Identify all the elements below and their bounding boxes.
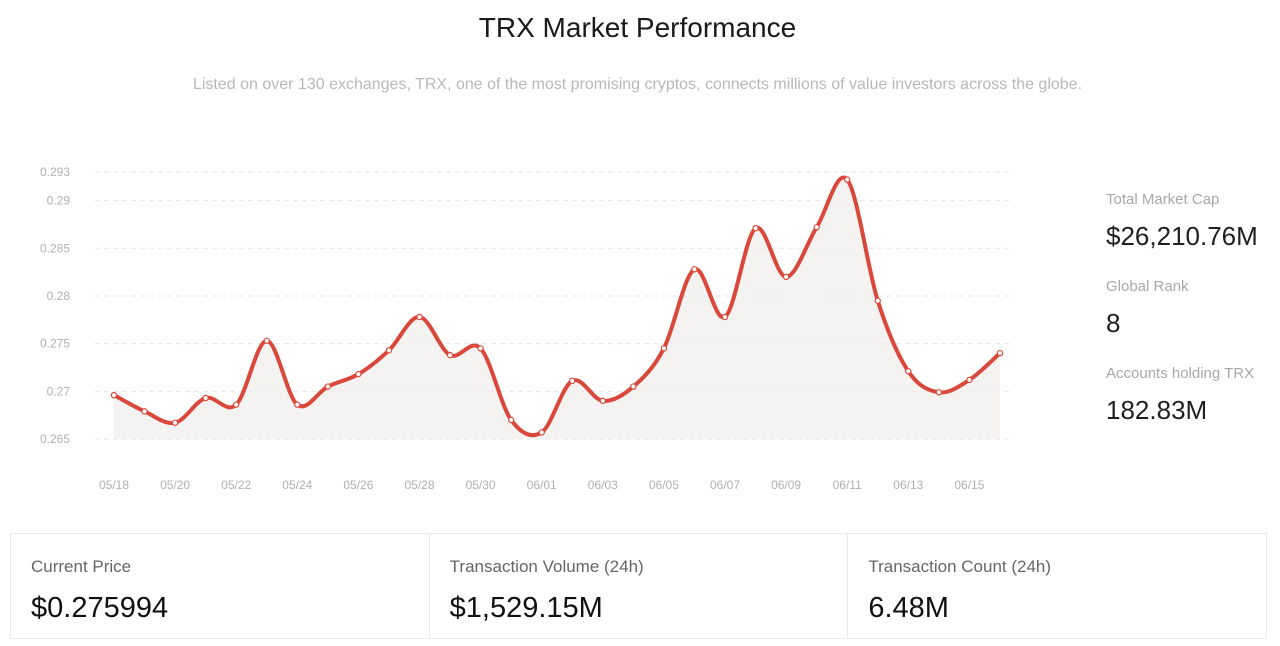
stat-value: 8 [1106,308,1121,338]
data-point [110,391,118,399]
x-tick-label: 05/20 [160,478,190,492]
data-point [232,401,240,408]
data-point [141,408,148,415]
stat-label: Total Market Cap [1106,191,1220,208]
x-tick-label: 06/11 [833,478,862,492]
price-points [110,176,1004,436]
data-point [416,313,423,321]
price-chart: 0.293 0.29 0.285 0.28 0.275 0.27 0.265 05/18 05… [0,140,1050,510]
x-tick-label: 06/13 [893,478,923,492]
x-tick-label: 06/05 [649,478,679,492]
data-point [477,345,484,352]
card-value: $0.275994 [31,592,169,624]
x-axis-ticks: 05/18 05/20 05/22 05/24 05/26 05/28 05/30 06/01… [99,478,985,492]
y-tick-label: 0.28 [47,289,71,303]
data-point [569,377,576,385]
y-tick-label: 0.285 [40,241,70,255]
data-point [782,273,790,281]
data-point [752,225,759,232]
x-tick-label: 05/26 [343,478,373,492]
card-label: Transaction Count (24h) [868,557,1052,576]
y-tick-label: 0.275 [40,337,70,351]
x-tick-label: 06/01 [527,478,557,492]
y-tick-label: 0.265 [40,432,70,446]
x-tick-label: 05/28 [404,478,434,492]
data-point [538,429,545,436]
data-point [966,376,973,384]
card-value: $1,529.15M [449,592,603,624]
card-current-price: Current Price $0.275994 [11,534,430,638]
data-point [202,394,209,402]
data-point [324,383,332,390]
x-tick-label: 05/30 [466,478,496,492]
stat-global-rank: Global Rank 8 [1106,277,1276,340]
x-tick-label: 06/07 [710,478,740,492]
page-subtitle: Listed on over 130 exchanges, TRX, one o… [192,76,1083,93]
x-tick-label: 06/03 [588,478,618,492]
data-point [660,345,668,352]
card-value: 6.48M [868,592,949,624]
data-point [721,313,729,321]
data-point [935,389,943,396]
stat-label: Global Rank [1106,278,1189,295]
data-point [630,383,637,390]
card-label: Current Price [31,557,132,576]
data-point [599,397,607,405]
page-title: TRX Market Performance [478,12,797,43]
y-axis-ticks: 0.293 0.29 0.285 0.28 0.275 0.27 0.265 [40,165,70,446]
data-point [691,266,698,273]
data-point [507,416,515,424]
stat-label: Accounts holding TRX [1106,365,1255,382]
stat-value: $26,210.76M [1106,221,1258,251]
data-point [905,368,912,375]
data-point [385,347,393,354]
x-tick-label: 05/22 [221,478,251,492]
data-point [446,351,454,359]
card-transaction-volume: Transaction Volume (24h) $1,529.15M [430,534,849,638]
y-tick-label: 0.29 [47,194,71,208]
price-area [114,177,1000,439]
x-tick-label: 06/09 [771,478,801,492]
x-tick-label: 06/15 [954,478,984,492]
y-tick-label: 0.293 [40,165,70,179]
x-tick-label: 05/18 [99,478,129,492]
stat-total-market-cap: Total Market Cap $26,210.76M [1106,190,1276,253]
data-point [844,176,851,183]
metrics-cards: Current Price $0.275994 Transaction Volu… [10,533,1267,639]
side-stats: Total Market Cap $26,210.76M Global Rank… [1106,190,1276,451]
data-point [171,419,179,426]
data-point [996,349,1004,357]
y-tick-label: 0.27 [47,384,71,398]
x-tick-label: 05/24 [282,478,312,492]
data-point [294,401,301,408]
data-point [874,297,881,304]
data-point [263,337,270,344]
data-point [355,370,362,378]
data-point [813,224,820,231]
stat-accounts-holding: Accounts holding TRX 182.83M [1106,364,1276,427]
card-label: Transaction Volume (24h) [449,557,644,576]
stat-value: 182.83M [1106,395,1208,425]
card-transaction-count: Transaction Count (24h) 6.48M [848,534,1266,638]
